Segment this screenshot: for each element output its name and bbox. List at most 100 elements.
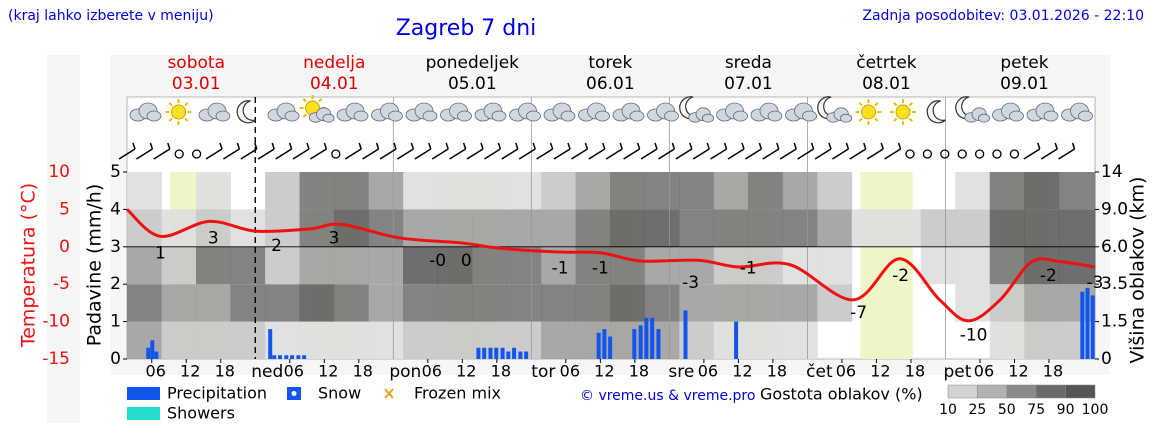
temperature-label: -2 bbox=[1040, 266, 1057, 286]
day-date: 04.01 bbox=[310, 74, 359, 94]
temperature-tick-label: 0 bbox=[59, 237, 70, 257]
cloud-cell bbox=[334, 321, 370, 359]
cloud-cell bbox=[886, 209, 922, 247]
wind-barb bbox=[571, 148, 588, 160]
wind-barb bbox=[310, 148, 327, 160]
cloud-cell bbox=[506, 284, 542, 322]
legend-cross bbox=[384, 388, 394, 399]
cloud-cell bbox=[161, 284, 197, 322]
x-tick-label: 18 bbox=[353, 362, 373, 381]
weather-icon bbox=[785, 102, 817, 122]
wind-barb-tick bbox=[758, 142, 763, 150]
cloud-scale-cell bbox=[1006, 384, 1037, 399]
wind-barb bbox=[501, 148, 519, 160]
cloud-scale-label: 90 bbox=[1057, 402, 1075, 418]
cloud-cell bbox=[851, 209, 887, 247]
cloud-cell bbox=[1024, 172, 1060, 210]
precip-bar bbox=[494, 347, 499, 359]
x-tick-label: 18 bbox=[1043, 362, 1063, 381]
cloud-cell bbox=[644, 246, 680, 285]
x-tick-label: 12 bbox=[732, 362, 752, 381]
wind-barb bbox=[814, 148, 832, 160]
cloud-cell bbox=[748, 172, 784, 210]
cloud-cell bbox=[196, 321, 232, 359]
wind-barb bbox=[362, 148, 379, 160]
wind-barb-tick bbox=[497, 142, 502, 150]
precip-bar bbox=[656, 329, 661, 359]
cloud-scale-cell bbox=[1035, 384, 1066, 399]
precip-bar bbox=[284, 355, 289, 359]
weather-icon bbox=[679, 96, 715, 123]
weather-icon bbox=[336, 102, 369, 122]
wind-barb-tick bbox=[1071, 142, 1076, 150]
wind-barb bbox=[727, 148, 745, 160]
sun-ray bbox=[893, 117, 898, 122]
sun-ray bbox=[908, 117, 913, 122]
wind-calm bbox=[940, 149, 950, 159]
weather-icon bbox=[992, 102, 1024, 122]
y-tick-label: 2 bbox=[110, 274, 121, 294]
wind-barb-tick bbox=[375, 142, 380, 150]
sun bbox=[861, 104, 876, 120]
sun-ray bbox=[168, 102, 173, 107]
wind-barb-tick bbox=[828, 142, 832, 150]
temperature-tick-label: -10 bbox=[42, 312, 70, 332]
wind-barb-tick bbox=[636, 142, 641, 150]
cloud-cell bbox=[472, 209, 508, 247]
cloud-cell bbox=[265, 209, 301, 247]
day-name: petek bbox=[1000, 53, 1048, 73]
temperature-label: -10 bbox=[960, 326, 988, 346]
cloud-scale-cell bbox=[977, 384, 1008, 399]
wind-barb bbox=[484, 148, 501, 160]
wind-barb bbox=[205, 148, 223, 160]
precip-bar bbox=[476, 347, 481, 359]
wind-barb-tick bbox=[741, 142, 745, 150]
wind-barb bbox=[640, 148, 658, 160]
cloud-cell bbox=[541, 321, 577, 359]
cloud-part bbox=[1043, 110, 1059, 122]
sun-ray bbox=[184, 102, 189, 107]
cloud-cell bbox=[437, 172, 473, 210]
y-tick-label: 4 bbox=[110, 199, 121, 219]
cloud-cell bbox=[817, 246, 853, 285]
cloud-cell bbox=[989, 246, 1025, 285]
cloud-cell bbox=[920, 246, 956, 285]
y-tick-label: 1 bbox=[110, 312, 121, 332]
cloud-cell bbox=[196, 172, 232, 210]
cloud-cell bbox=[989, 321, 1025, 359]
wind-barb bbox=[292, 148, 310, 160]
cloud-cell bbox=[782, 321, 818, 359]
wind-barb bbox=[832, 148, 849, 160]
wind-calm bbox=[174, 149, 184, 159]
wind-calm bbox=[191, 149, 202, 159]
cloud-scale-label: 100 bbox=[1082, 402, 1109, 418]
moon bbox=[236, 100, 256, 124]
cloud-part bbox=[284, 110, 300, 122]
cloud-cell bbox=[334, 246, 370, 285]
legend-label: Snow bbox=[318, 384, 361, 403]
wind-barb-tick bbox=[723, 142, 728, 150]
wind-barb-tick bbox=[288, 142, 293, 150]
wind-barb-tick bbox=[602, 142, 606, 150]
wind-barb-tick bbox=[584, 142, 589, 150]
wind-barb bbox=[675, 148, 693, 160]
x-tick-label: 12 bbox=[180, 362, 200, 381]
cloud-cell bbox=[1024, 321, 1060, 359]
cloud-cell bbox=[644, 284, 680, 322]
cloud-cell bbox=[679, 246, 715, 285]
wind-barb-tick bbox=[863, 142, 867, 150]
temperature-label: 3 bbox=[208, 228, 219, 248]
cloud-scale-label: 25 bbox=[968, 402, 986, 418]
sun-ray bbox=[168, 117, 173, 122]
cloud-cell bbox=[265, 246, 301, 285]
wind-barb-tick bbox=[1054, 142, 1058, 150]
legend-label: Precipitation bbox=[167, 384, 267, 403]
day-date: 07.01 bbox=[724, 74, 773, 94]
cloud-scale-label: 10 bbox=[939, 402, 957, 418]
cloud-cell bbox=[437, 284, 473, 322]
cloud-part bbox=[560, 110, 576, 122]
cloud-cell bbox=[196, 209, 232, 247]
wind-barb-tick bbox=[132, 142, 136, 150]
cloud-cell bbox=[713, 172, 749, 210]
cloud-part bbox=[733, 110, 748, 122]
